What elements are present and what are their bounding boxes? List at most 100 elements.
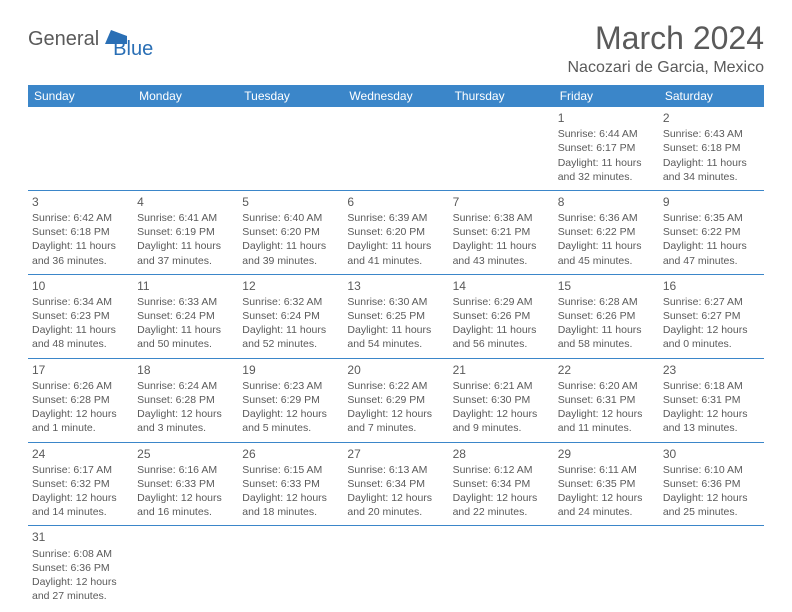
calendar-day-cell: 17Sunrise: 6:26 AMSunset: 6:28 PMDayligh… xyxy=(28,358,133,442)
calendar-day-cell xyxy=(343,107,448,190)
day-number: 31 xyxy=(32,529,129,545)
day-number: 21 xyxy=(453,362,550,378)
calendar-day-cell xyxy=(133,526,238,609)
day-number: 2 xyxy=(663,110,760,126)
day-number: 13 xyxy=(347,278,444,294)
calendar-day-cell: 3Sunrise: 6:42 AMSunset: 6:18 PMDaylight… xyxy=(28,190,133,274)
calendar-day-cell: 15Sunrise: 6:28 AMSunset: 6:26 PMDayligh… xyxy=(554,274,659,358)
day-number: 14 xyxy=(453,278,550,294)
day-info: Sunrise: 6:21 AMSunset: 6:30 PMDaylight:… xyxy=(453,379,550,436)
weekday-header-row: SundayMondayTuesdayWednesdayThursdayFrid… xyxy=(28,85,764,107)
day-info: Sunrise: 6:35 AMSunset: 6:22 PMDaylight:… xyxy=(663,211,760,268)
calendar-day-cell: 6Sunrise: 6:39 AMSunset: 6:20 PMDaylight… xyxy=(343,190,448,274)
calendar-week-row: 1Sunrise: 6:44 AMSunset: 6:17 PMDaylight… xyxy=(28,107,764,190)
day-info: Sunrise: 6:40 AMSunset: 6:20 PMDaylight:… xyxy=(242,211,339,268)
day-number: 28 xyxy=(453,446,550,462)
day-number: 20 xyxy=(347,362,444,378)
day-number: 19 xyxy=(242,362,339,378)
calendar-day-cell xyxy=(449,526,554,609)
calendar-day-cell xyxy=(554,526,659,609)
day-number: 29 xyxy=(558,446,655,462)
day-info: Sunrise: 6:13 AMSunset: 6:34 PMDaylight:… xyxy=(347,463,444,520)
calendar-day-cell: 4Sunrise: 6:41 AMSunset: 6:19 PMDaylight… xyxy=(133,190,238,274)
calendar-day-cell: 23Sunrise: 6:18 AMSunset: 6:31 PMDayligh… xyxy=(659,358,764,442)
calendar-day-cell: 31Sunrise: 6:08 AMSunset: 6:36 PMDayligh… xyxy=(28,526,133,609)
day-info: Sunrise: 6:30 AMSunset: 6:25 PMDaylight:… xyxy=(347,295,444,352)
day-info: Sunrise: 6:23 AMSunset: 6:29 PMDaylight:… xyxy=(242,379,339,436)
day-number: 17 xyxy=(32,362,129,378)
day-info: Sunrise: 6:38 AMSunset: 6:21 PMDaylight:… xyxy=(453,211,550,268)
day-info: Sunrise: 6:11 AMSunset: 6:35 PMDaylight:… xyxy=(558,463,655,520)
calendar-day-cell: 21Sunrise: 6:21 AMSunset: 6:30 PMDayligh… xyxy=(449,358,554,442)
day-info: Sunrise: 6:44 AMSunset: 6:17 PMDaylight:… xyxy=(558,127,655,184)
day-info: Sunrise: 6:43 AMSunset: 6:18 PMDaylight:… xyxy=(663,127,760,184)
day-info: Sunrise: 6:39 AMSunset: 6:20 PMDaylight:… xyxy=(347,211,444,268)
calendar-table: SundayMondayTuesdayWednesdayThursdayFrid… xyxy=(28,85,764,609)
calendar-day-cell: 11Sunrise: 6:33 AMSunset: 6:24 PMDayligh… xyxy=(133,274,238,358)
calendar-day-cell: 20Sunrise: 6:22 AMSunset: 6:29 PMDayligh… xyxy=(343,358,448,442)
day-info: Sunrise: 6:29 AMSunset: 6:26 PMDaylight:… xyxy=(453,295,550,352)
day-number: 15 xyxy=(558,278,655,294)
calendar-day-cell: 30Sunrise: 6:10 AMSunset: 6:36 PMDayligh… xyxy=(659,442,764,526)
header: General Blue March 2024 Nacozari de Garc… xyxy=(28,20,764,77)
day-info: Sunrise: 6:41 AMSunset: 6:19 PMDaylight:… xyxy=(137,211,234,268)
day-number: 18 xyxy=(137,362,234,378)
day-info: Sunrise: 6:24 AMSunset: 6:28 PMDaylight:… xyxy=(137,379,234,436)
day-info: Sunrise: 6:28 AMSunset: 6:26 PMDaylight:… xyxy=(558,295,655,352)
calendar-day-cell: 14Sunrise: 6:29 AMSunset: 6:26 PMDayligh… xyxy=(449,274,554,358)
day-number: 6 xyxy=(347,194,444,210)
day-info: Sunrise: 6:12 AMSunset: 6:34 PMDaylight:… xyxy=(453,463,550,520)
weekday-header: Tuesday xyxy=(238,85,343,107)
day-number: 1 xyxy=(558,110,655,126)
day-number: 23 xyxy=(663,362,760,378)
day-info: Sunrise: 6:10 AMSunset: 6:36 PMDaylight:… xyxy=(663,463,760,520)
calendar-day-cell: 24Sunrise: 6:17 AMSunset: 6:32 PMDayligh… xyxy=(28,442,133,526)
calendar-day-cell xyxy=(343,526,448,609)
day-info: Sunrise: 6:20 AMSunset: 6:31 PMDaylight:… xyxy=(558,379,655,436)
day-number: 10 xyxy=(32,278,129,294)
calendar-week-row: 31Sunrise: 6:08 AMSunset: 6:36 PMDayligh… xyxy=(28,526,764,609)
calendar-day-cell xyxy=(238,526,343,609)
day-number: 9 xyxy=(663,194,760,210)
calendar-day-cell: 27Sunrise: 6:13 AMSunset: 6:34 PMDayligh… xyxy=(343,442,448,526)
calendar-day-cell: 10Sunrise: 6:34 AMSunset: 6:23 PMDayligh… xyxy=(28,274,133,358)
day-info: Sunrise: 6:33 AMSunset: 6:24 PMDaylight:… xyxy=(137,295,234,352)
calendar-day-cell xyxy=(449,107,554,190)
logo-text-general: General xyxy=(28,28,99,51)
day-info: Sunrise: 6:32 AMSunset: 6:24 PMDaylight:… xyxy=(242,295,339,352)
calendar-day-cell xyxy=(133,107,238,190)
calendar-day-cell: 25Sunrise: 6:16 AMSunset: 6:33 PMDayligh… xyxy=(133,442,238,526)
day-number: 3 xyxy=(32,194,129,210)
calendar-day-cell: 26Sunrise: 6:15 AMSunset: 6:33 PMDayligh… xyxy=(238,442,343,526)
day-number: 5 xyxy=(242,194,339,210)
day-info: Sunrise: 6:22 AMSunset: 6:29 PMDaylight:… xyxy=(347,379,444,436)
day-info: Sunrise: 6:34 AMSunset: 6:23 PMDaylight:… xyxy=(32,295,129,352)
logo-text-blue: Blue xyxy=(113,38,153,61)
day-number: 16 xyxy=(663,278,760,294)
weekday-header: Friday xyxy=(554,85,659,107)
calendar-day-cell: 18Sunrise: 6:24 AMSunset: 6:28 PMDayligh… xyxy=(133,358,238,442)
weekday-header: Monday xyxy=(133,85,238,107)
calendar-week-row: 10Sunrise: 6:34 AMSunset: 6:23 PMDayligh… xyxy=(28,274,764,358)
calendar-day-cell: 1Sunrise: 6:44 AMSunset: 6:17 PMDaylight… xyxy=(554,107,659,190)
weekday-header: Saturday xyxy=(659,85,764,107)
day-number: 4 xyxy=(137,194,234,210)
day-number: 27 xyxy=(347,446,444,462)
day-number: 12 xyxy=(242,278,339,294)
day-number: 30 xyxy=(663,446,760,462)
calendar-week-row: 17Sunrise: 6:26 AMSunset: 6:28 PMDayligh… xyxy=(28,358,764,442)
day-info: Sunrise: 6:16 AMSunset: 6:33 PMDaylight:… xyxy=(137,463,234,520)
calendar-day-cell xyxy=(28,107,133,190)
calendar-day-cell: 19Sunrise: 6:23 AMSunset: 6:29 PMDayligh… xyxy=(238,358,343,442)
logo: General Blue xyxy=(28,28,175,51)
weekday-header: Sunday xyxy=(28,85,133,107)
calendar-week-row: 3Sunrise: 6:42 AMSunset: 6:18 PMDaylight… xyxy=(28,190,764,274)
day-info: Sunrise: 6:42 AMSunset: 6:18 PMDaylight:… xyxy=(32,211,129,268)
day-number: 26 xyxy=(242,446,339,462)
calendar-day-cell xyxy=(659,526,764,609)
calendar-day-cell xyxy=(238,107,343,190)
day-number: 8 xyxy=(558,194,655,210)
day-number: 22 xyxy=(558,362,655,378)
calendar-day-cell: 12Sunrise: 6:32 AMSunset: 6:24 PMDayligh… xyxy=(238,274,343,358)
day-info: Sunrise: 6:15 AMSunset: 6:33 PMDaylight:… xyxy=(242,463,339,520)
